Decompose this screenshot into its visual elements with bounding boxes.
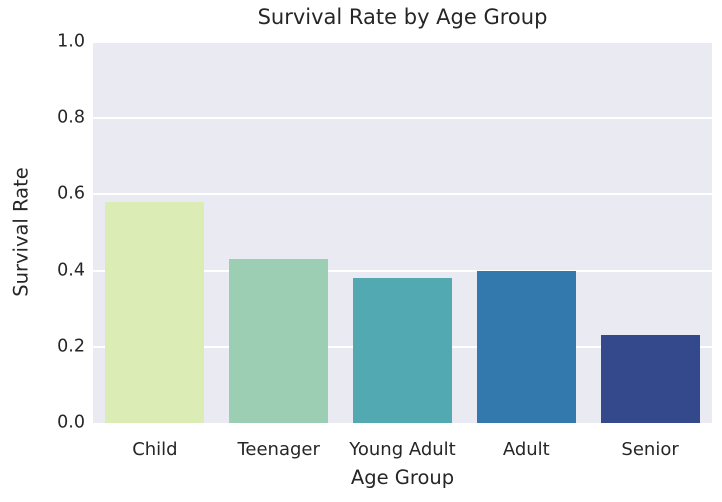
plot-area: [93, 41, 712, 423]
x-tick-label: Child: [132, 439, 178, 460]
bar-teenager: [229, 259, 329, 423]
y-tick-label: 0.2: [57, 336, 85, 357]
y-tick-label: 0.6: [57, 183, 85, 204]
y-tick-label: 0.8: [57, 107, 85, 128]
gridline: [93, 269, 712, 272]
bar-child: [105, 202, 205, 423]
x-tick-label: Young Adult: [349, 439, 456, 460]
chart-title: Survival Rate by Age Group: [257, 5, 548, 29]
x-tick-label: Adult: [502, 439, 550, 460]
y-tick-label: 1.0: [57, 31, 85, 52]
bar-adult: [476, 271, 576, 423]
x-axis-label: Age Group: [350, 466, 455, 489]
bar-young-adult: [353, 278, 452, 423]
bar-senior: [600, 335, 700, 423]
gridline: [93, 41, 712, 43]
y-tick-label: 0.4: [57, 260, 85, 281]
x-tick-label: Teenager: [237, 439, 320, 460]
gridline: [93, 117, 712, 120]
y-tick-label: 0.0: [57, 412, 85, 433]
gridline: [93, 193, 712, 196]
x-tick-label: Senior: [621, 439, 679, 460]
